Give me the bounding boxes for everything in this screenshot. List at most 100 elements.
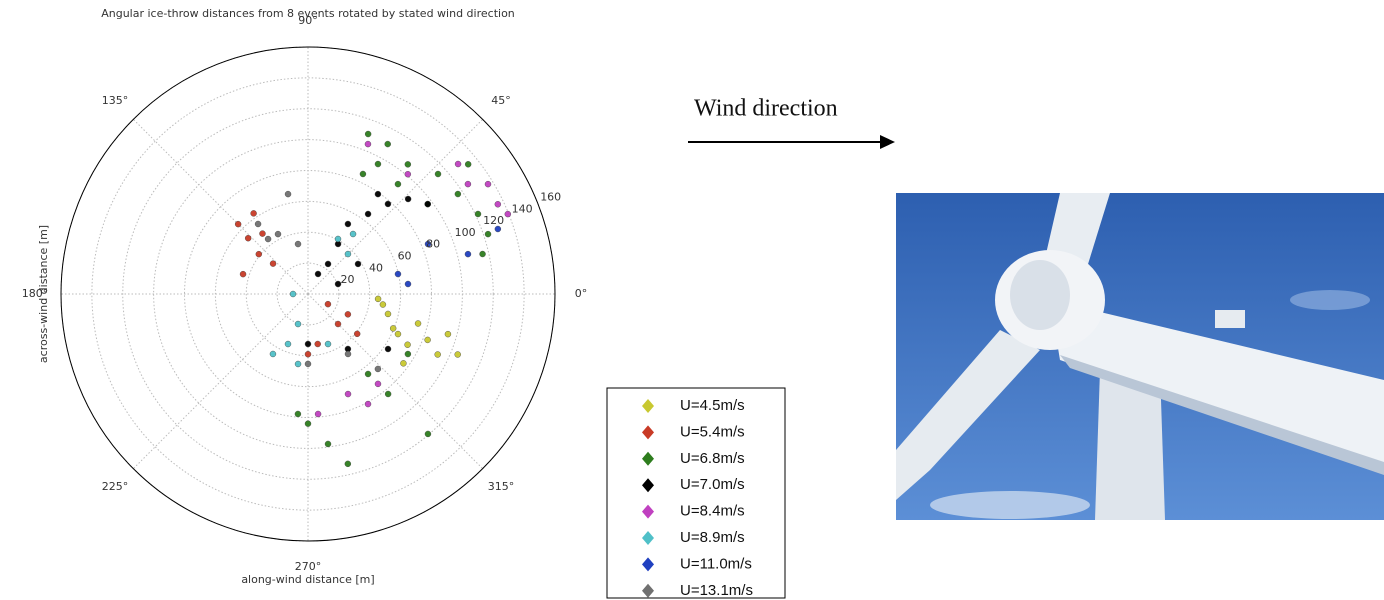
data-point	[304, 360, 312, 368]
legend-label: U=6.8m/s	[680, 450, 745, 467]
data-point	[250, 210, 257, 217]
data-point	[414, 320, 422, 327]
data-point	[334, 320, 342, 328]
data-point	[294, 360, 302, 368]
legend-label: U=7.0m/s	[680, 476, 745, 493]
plot-border	[60, 46, 556, 542]
theta-tick-label: 270°	[295, 560, 322, 573]
data-point	[454, 160, 462, 168]
data-point	[379, 301, 387, 308]
theta-tick-label: 225°	[102, 480, 129, 493]
data-point	[255, 250, 263, 258]
legend-marker	[642, 425, 654, 440]
legend-label: U=8.9m/s	[680, 529, 745, 546]
grid-ring	[245, 231, 371, 357]
data-point	[294, 410, 302, 418]
data-point	[264, 235, 272, 243]
data-point	[374, 380, 382, 388]
data-point	[474, 210, 482, 218]
r-tick-label: 120	[483, 214, 504, 227]
points	[234, 130, 512, 468]
chart-title: Angular ice-throw distances from 8 event…	[101, 7, 515, 20]
data-point	[359, 170, 367, 178]
data-point	[344, 220, 352, 228]
data-point	[254, 220, 262, 228]
data-point	[344, 250, 352, 258]
grid-spoke	[132, 293, 309, 470]
data-point	[324, 440, 332, 448]
data-point	[269, 350, 277, 358]
data-point	[384, 310, 392, 318]
data-point	[304, 420, 312, 427]
data-point	[344, 350, 352, 358]
data-point	[364, 130, 372, 138]
data-point	[424, 336, 431, 344]
data-point	[384, 140, 391, 148]
theta-tick-label: 45°	[491, 94, 511, 107]
data-point	[504, 210, 512, 218]
data-point	[324, 340, 332, 348]
grid-ring	[214, 200, 402, 388]
data-point	[334, 280, 342, 288]
data-point	[239, 270, 247, 278]
data-point	[304, 351, 312, 358]
data-point	[374, 160, 382, 168]
data-point	[434, 351, 441, 358]
data-point	[344, 311, 352, 318]
r-tick-label: 160	[540, 190, 561, 203]
r-tick-label: 40	[369, 261, 383, 274]
legend-label: U=8.4m/s	[680, 503, 745, 520]
grid-ring	[122, 108, 494, 480]
legend-label: U=13.1m/s	[680, 582, 753, 599]
data-point	[374, 365, 382, 373]
data-point	[404, 161, 412, 168]
theta-tick-label: 135°	[102, 94, 129, 107]
data-point	[294, 320, 302, 328]
theta-tick-label: 315°	[488, 480, 515, 493]
data-point	[284, 190, 292, 198]
data-point	[374, 190, 382, 198]
data-point	[424, 200, 431, 208]
r-tick-label: 20	[341, 273, 355, 286]
data-point	[284, 340, 292, 348]
data-point	[304, 340, 312, 348]
legend-marker	[642, 583, 654, 598]
data-point	[394, 270, 402, 278]
data-point	[479, 250, 486, 258]
data-point	[400, 360, 407, 367]
r-tick-label: 100	[455, 226, 476, 239]
r-tick-label: 60	[398, 250, 412, 263]
theta-tick-label: 180°	[22, 287, 49, 300]
annotation: Wind direction	[694, 96, 838, 122]
data-point	[274, 230, 282, 238]
data-point	[454, 190, 462, 198]
data-point	[354, 260, 362, 268]
data-point	[374, 295, 382, 303]
data-point	[364, 210, 372, 218]
data-point	[424, 430, 432, 438]
data-point	[464, 180, 472, 188]
data-point	[364, 400, 372, 408]
data-point	[289, 290, 297, 298]
data-point	[353, 330, 361, 338]
data-point	[494, 201, 502, 208]
data-point	[424, 240, 432, 248]
legend-marker	[642, 451, 654, 466]
theta-tick-label: 0°	[575, 287, 588, 300]
grid-ring	[91, 77, 525, 511]
data-point	[344, 460, 352, 468]
data-point	[404, 341, 411, 348]
data-point	[314, 410, 322, 418]
data-point	[434, 170, 442, 178]
legend-marker	[642, 557, 654, 572]
data-point	[364, 370, 372, 378]
legend-label: U=11.0m/s	[680, 555, 752, 572]
y-axis-label: across-wind distance [m]	[37, 225, 50, 363]
data-point	[384, 200, 392, 208]
data-point	[324, 300, 332, 308]
data-point	[334, 235, 342, 243]
theta-tick-label: 90°	[298, 14, 318, 27]
data-point	[464, 161, 472, 168]
data-point	[384, 390, 392, 398]
